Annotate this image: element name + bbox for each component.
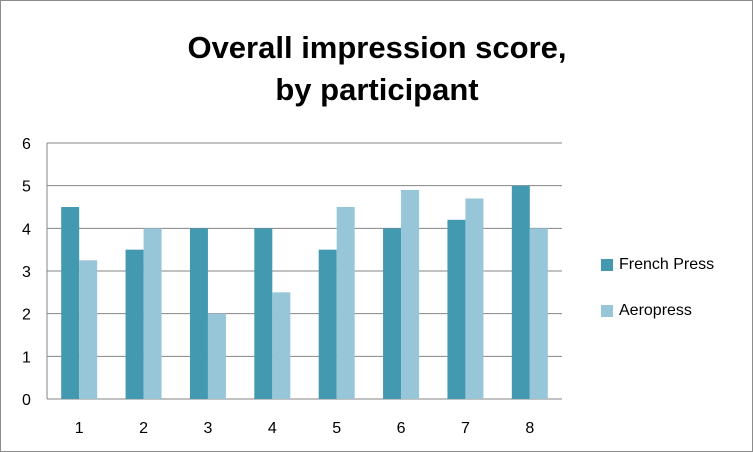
bar-aeropress-6 xyxy=(401,189,420,399)
x-tick-label: 4 xyxy=(268,420,277,437)
bar-aeropress-3 xyxy=(207,313,226,399)
chart-legend: French Press Aeropress xyxy=(601,255,714,347)
bar-french-press-2 xyxy=(125,249,144,399)
y-tick-label: 5 xyxy=(22,179,31,196)
chart-title-line-1: Overall impression score, xyxy=(187,30,567,65)
bar-aeropress-4 xyxy=(272,292,291,399)
y-tick-label: 6 xyxy=(22,136,31,153)
bar-french-press-4 xyxy=(254,228,273,399)
x-tick-label: 7 xyxy=(461,420,470,437)
x-tick-label: 8 xyxy=(525,420,534,437)
x-tick-label: 3 xyxy=(203,420,212,437)
legend-swatch-aeropress xyxy=(601,305,613,317)
legend-label-french-press: French Press xyxy=(619,256,715,273)
bar-aeropress-2 xyxy=(143,228,162,399)
bar-french-press-8 xyxy=(511,185,530,399)
chart-title: Overall impression score, by participant xyxy=(91,27,663,111)
bar-aeropress-5 xyxy=(336,207,355,399)
bar-french-press-3 xyxy=(189,228,208,399)
legend-item-aeropress: Aeropress xyxy=(601,301,714,321)
bar-aeropress-1 xyxy=(79,260,98,399)
y-tick-label: 1 xyxy=(22,349,31,366)
y-tick-label: 3 xyxy=(22,264,31,281)
chart-title-line-2: by participant xyxy=(275,72,479,107)
legend-item-french-press: French Press xyxy=(601,255,714,275)
x-tick-label: 6 xyxy=(397,420,406,437)
x-tick-label: 1 xyxy=(75,420,84,437)
bar-aeropress-8 xyxy=(529,228,548,399)
y-tick-label: 2 xyxy=(22,307,31,324)
bar-aeropress-7 xyxy=(465,198,484,399)
bar-french-press-5 xyxy=(318,249,337,399)
bar-french-press-1 xyxy=(61,207,80,399)
legend-swatch-french-press xyxy=(601,259,613,271)
y-tick-label: 0 xyxy=(22,392,31,409)
bar-french-press-6 xyxy=(383,228,402,399)
legend-label-aeropress: Aeropress xyxy=(619,302,692,319)
bar-chart-plot: 0 1 2 3 4 5 6 1 2 3 4 5 6 7 8 xyxy=(22,136,562,437)
bar-french-press-7 xyxy=(447,219,466,399)
x-tick-label: 2 xyxy=(139,420,148,437)
y-tick-label: 4 xyxy=(22,221,31,238)
x-tick-label: 5 xyxy=(332,420,341,437)
